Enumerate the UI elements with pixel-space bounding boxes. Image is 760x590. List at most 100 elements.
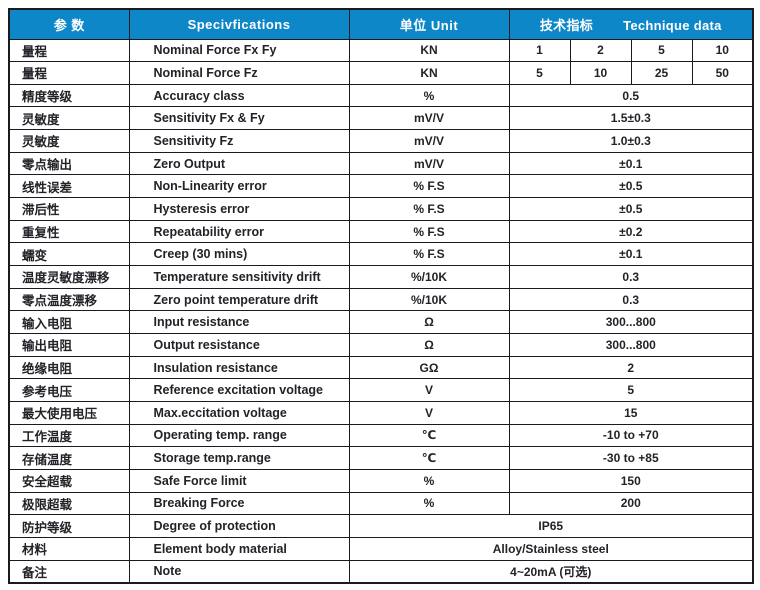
param-name-cell: 零点输出 <box>8 151 130 176</box>
table-row: 线性误差 Non-Linearity error% F.S ±0.5 <box>8 174 754 199</box>
spec-name-cell: Temperature sensitivity drift <box>128 265 350 289</box>
unit-cell: KN <box>348 61 510 85</box>
param-name-cell: 参考电压 <box>8 378 130 402</box>
table-row: 精度等级 Accuracy class% 0.5 <box>8 83 754 108</box>
table-row: 备注 Note 4~20mA (可选) <box>8 559 754 584</box>
table-row: 输入电阻 Input resistance Ω 300...800 <box>8 310 754 335</box>
table-row: 量程 Nominal Force Fx Fy KN 1 2 5 10 <box>8 38 754 63</box>
value-cell: 0.3 <box>508 265 754 289</box>
spec-name-cell: Accuracy class <box>128 83 350 108</box>
unit-cell: %/10K <box>348 287 510 312</box>
spec-sheet: 参 数 Specivfications 单位 Unit 技术指标 Techniqu… <box>8 8 755 584</box>
param-name-cell: 精度等级 <box>8 83 130 108</box>
spec-name-cell: Hysteresis error <box>128 197 350 221</box>
value-cell: ±0.1 <box>508 151 754 176</box>
table-row: 量程 Nominal Force Fz KN 5 10 25 50 <box>8 61 754 85</box>
table-row: 参考电压 Reference excitation voltage V 5 <box>8 378 754 402</box>
spec-name-cell: Reference excitation voltage <box>128 378 350 402</box>
spec-name-cell: Note <box>128 559 350 584</box>
param-name-cell: 安全超载 <box>8 468 130 493</box>
header-unit: 单位 Unit <box>348 8 510 40</box>
table-body: 量程 Nominal Force Fx Fy KN 1 2 5 10 量程 Nominal Fo… <box>8 38 754 584</box>
table-row: 存储温度 Storage temp.range ℃ -30 to +85 <box>8 446 754 470</box>
spec-name-cell: Operating temp. range <box>128 423 350 448</box>
value-cell: 200 <box>508 491 754 516</box>
param-name-cell: 绝缘电阻 <box>8 355 130 380</box>
unit-cell: GΩ <box>348 355 510 380</box>
value-cell: 150 <box>508 468 754 493</box>
param-name-cell: 输入电阻 <box>8 310 130 335</box>
param-name-cell: 极限超载 <box>8 491 130 516</box>
table-row: 滞后性 Hysteresis error% F.S ±0.5 <box>8 197 754 221</box>
spec-name-cell: Creep (30 mins) <box>128 242 350 267</box>
range-value-cell: 5 <box>630 38 693 63</box>
param-name-cell: 量程 <box>8 61 130 85</box>
table-row: 材料 Element body material Alloy/Stainless s… <box>8 536 754 561</box>
unit-cell: ℃ <box>348 446 510 470</box>
merged-value-cell: Alloy/Stainless steel <box>348 536 754 561</box>
header-technique-data-cn: 技术指标 <box>539 17 594 33</box>
param-name-cell: 蠕变 <box>8 242 130 267</box>
value-cell: ±0.2 <box>508 219 754 244</box>
header-param: 参 数 <box>8 8 130 40</box>
spec-table: 参 数 Specivfications 单位 Unit 技术指标 Techniqu… <box>8 8 755 584</box>
param-name-cell: 灵敏度 <box>8 106 130 131</box>
range-value-cell: 25 <box>630 61 693 85</box>
unit-cell: Ω <box>348 310 510 335</box>
table-row: 工作温度 Operating temp. range ℃ -10 to +70 <box>8 423 754 448</box>
table-row: 安全超载 Safe Force limit% 150 <box>8 468 754 493</box>
unit-cell: mV/V <box>348 129 510 153</box>
value-cell: 300...800 <box>508 333 754 357</box>
value-cell: 300...800 <box>508 310 754 335</box>
header-technique-data: 技术指标 Technique data <box>508 8 754 40</box>
table-row: 输出电阻 Output resistance Ω 300...800 <box>8 333 754 357</box>
unit-cell: V <box>348 401 510 425</box>
spec-name-cell: Zero point temperature drift <box>128 287 350 312</box>
merged-value-cell: IP65 <box>348 514 754 538</box>
param-name-cell: 输出电阻 <box>8 333 130 357</box>
spec-name-cell: Zero Output <box>128 151 350 176</box>
param-name-cell: 防护等级 <box>8 514 130 538</box>
range-value-cell: 10 <box>569 61 632 85</box>
spec-name-cell: Output resistance <box>128 333 350 357</box>
table-row: 灵敏度 Sensitivity Fz mV/V 1.0±0.3 <box>8 129 754 153</box>
header-row: 参 数 Specivfications 单位 Unit 技术指标 Techniqu… <box>8 8 754 40</box>
range-value-cell: 2 <box>569 38 632 63</box>
value-cell: ±0.1 <box>508 242 754 267</box>
param-name-cell: 工作温度 <box>8 423 130 448</box>
spec-name-cell: Non-Linearity error <box>128 174 350 199</box>
spec-name-cell: Nominal Force Fz <box>128 61 350 85</box>
unit-cell: % <box>348 468 510 493</box>
unit-cell: ℃ <box>348 423 510 448</box>
value-cell: 0.3 <box>508 287 754 312</box>
spec-name-cell: Insulation resistance <box>128 355 350 380</box>
unit-cell: % F.S <box>348 197 510 221</box>
range-value-cell: 10 <box>691 38 754 63</box>
spec-name-cell: Breaking Force <box>128 491 350 516</box>
value-cell: 1.0±0.3 <box>508 129 754 153</box>
unit-cell: % <box>348 83 510 108</box>
unit-cell: %/10K <box>348 265 510 289</box>
spec-name-cell: Storage temp.range <box>128 446 350 470</box>
param-name-cell: 量程 <box>8 38 130 63</box>
unit-cell: mV/V <box>348 151 510 176</box>
table-row: 防护等级 Degree of protection IP65 <box>8 514 754 538</box>
spec-name-cell: Safe Force limit <box>128 468 350 493</box>
unit-cell: V <box>348 378 510 402</box>
spec-name-cell: Sensitivity Fz <box>128 129 350 153</box>
merged-value-cell: 4~20mA (可选) <box>348 559 754 584</box>
param-name-cell: 零点温度漂移 <box>8 287 130 312</box>
table-row: 温度灵敏度漂移 Temperature sensitivity drift %/10… <box>8 265 754 289</box>
param-name-cell: 重复性 <box>8 219 130 244</box>
spec-name-cell: Degree of protection <box>128 514 350 538</box>
param-name-cell: 最大使用电压 <box>8 401 130 425</box>
table-row: 极限超载 Breaking Force% 200 <box>8 491 754 516</box>
unit-cell: % F.S <box>348 242 510 267</box>
value-cell: 15 <box>508 401 754 425</box>
table-row: 最大使用电压 Max.eccitation voltage V 15 <box>8 401 754 425</box>
param-name-cell: 线性误差 <box>8 174 130 199</box>
range-value-cell: 5 <box>508 61 571 85</box>
table-row: 灵敏度 Sensitivity Fx & Fy mV/V 1.5±0.3 <box>8 106 754 131</box>
table-row: 绝缘电阻 Insulation resistance GΩ 2 <box>8 355 754 380</box>
range-value-cell: 1 <box>508 38 571 63</box>
